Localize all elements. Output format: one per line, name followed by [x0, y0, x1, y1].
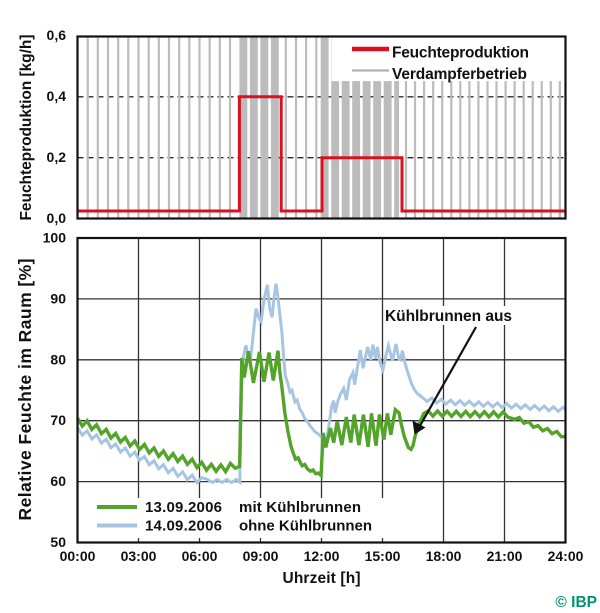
svg-text:Relative Feuchte im Raum [%]: Relative Feuchte im Raum [%] [15, 259, 35, 521]
svg-text:80: 80 [50, 351, 66, 367]
svg-text:0,2: 0,2 [47, 149, 67, 165]
svg-text:50: 50 [50, 534, 66, 550]
svg-text:100: 100 [43, 230, 67, 246]
svg-text:00:00: 00:00 [60, 548, 96, 564]
svg-text:Verdampferbetrieb: Verdampferbetrieb [392, 66, 527, 83]
svg-text:18:00: 18:00 [426, 548, 462, 564]
svg-text:Feuchteproduktion [kg/h]: Feuchteproduktion [kg/h] [18, 35, 35, 221]
svg-text:Kühlbrunnen aus: Kühlbrunnen aus [385, 308, 512, 325]
svg-text:24:00: 24:00 [548, 548, 584, 564]
svg-text:12:00: 12:00 [304, 548, 340, 564]
svg-text:0,0: 0,0 [47, 210, 67, 226]
svg-text:© IBP: © IBP [555, 594, 597, 611]
svg-text:06:00: 06:00 [182, 548, 218, 564]
svg-text:Feuchteproduktion: Feuchteproduktion [392, 45, 529, 62]
svg-text:14.09.2006: 14.09.2006 [145, 518, 222, 535]
svg-text:ohne Kühlbrunnen: ohne Kühlbrunnen [239, 518, 372, 535]
svg-text:70: 70 [50, 412, 66, 428]
svg-text:Uhrzeit [h]: Uhrzeit [h] [283, 570, 361, 587]
svg-text:15:00: 15:00 [365, 548, 401, 564]
svg-text:mit Kühlbrunnen: mit Kühlbrunnen [239, 499, 361, 516]
svg-text:13.09.2006: 13.09.2006 [145, 499, 222, 516]
svg-text:0,6: 0,6 [47, 27, 67, 43]
svg-text:0,4: 0,4 [47, 88, 67, 104]
svg-text:03:00: 03:00 [121, 548, 157, 564]
svg-text:60: 60 [50, 473, 66, 489]
svg-text:21:00: 21:00 [487, 548, 523, 564]
svg-text:09:00: 09:00 [243, 548, 279, 564]
svg-text:90: 90 [50, 290, 66, 306]
